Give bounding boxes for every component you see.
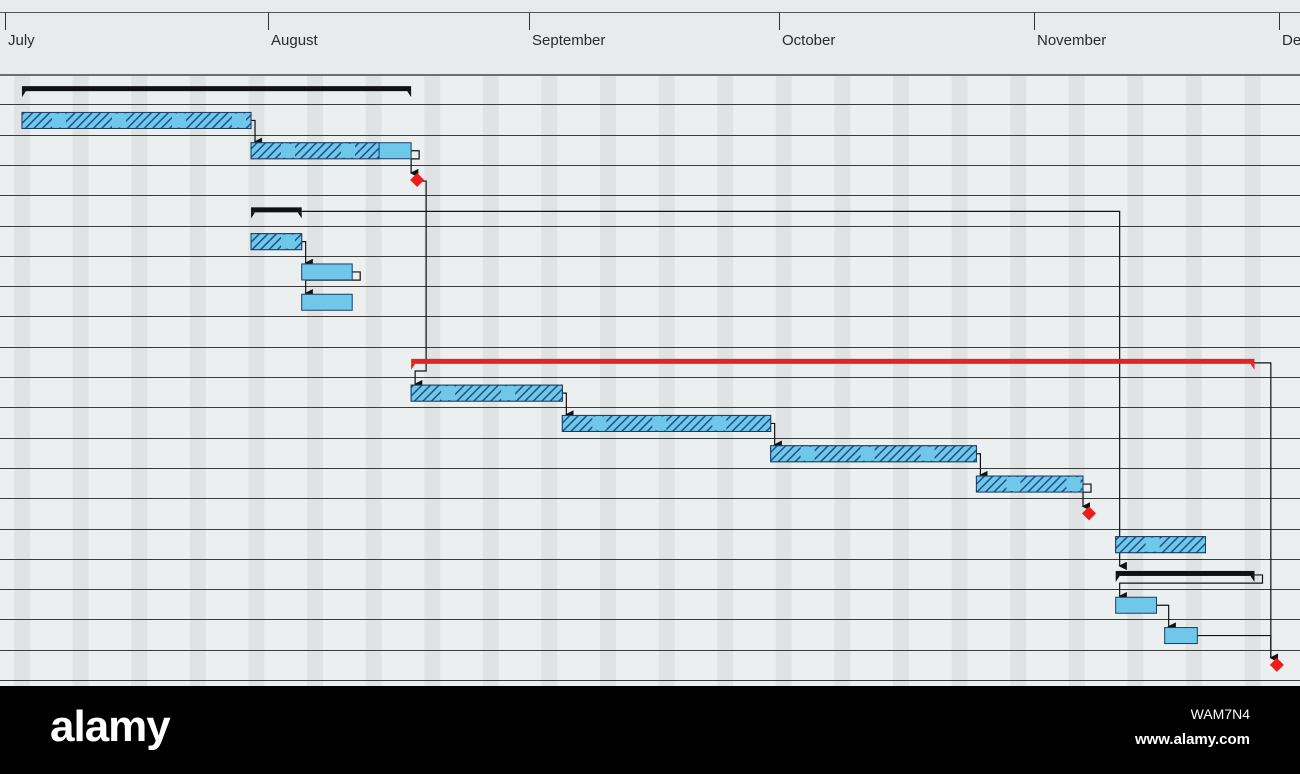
task-progress-fill [21, 111, 252, 129]
task-progress-fill [975, 475, 1084, 493]
summary-bar [21, 86, 412, 92]
critical-path-summary-bar-left-cap [411, 363, 416, 370]
watermark-footer [0, 686, 1300, 774]
task-progress-gap [712, 416, 727, 431]
summary-bar [1115, 570, 1255, 576]
summary-bar-left-cap [21, 91, 26, 98]
milestone-diamond [410, 173, 425, 188]
task-bar [301, 263, 353, 281]
summary-bar-right-cap [297, 212, 302, 219]
dependency-link [413, 180, 427, 389]
task-bar [1115, 596, 1157, 614]
dependency-link [251, 119, 263, 146]
dependency-link [1118, 574, 1264, 601]
month-tick [779, 12, 780, 30]
summary-bar-right-cap [1250, 575, 1255, 582]
summary-bar-right-cap [407, 91, 412, 98]
task-progress-gap [171, 113, 186, 128]
month-tick [1034, 12, 1035, 30]
task-progress-gap [1006, 477, 1021, 492]
task-progress-gap [1145, 537, 1160, 552]
task-progress-gap [441, 386, 456, 401]
task-progress-gap [860, 446, 875, 461]
dependency-link [976, 453, 988, 480]
task-progress-gap [920, 446, 935, 461]
dependency-link [409, 150, 420, 178]
summary-bar-left-cap [251, 212, 256, 219]
timescale-top-rule [0, 12, 1300, 13]
task-progress-gap [281, 143, 296, 158]
task-progress-gap [111, 113, 126, 128]
month-tick [5, 12, 6, 30]
task-progress-gap [501, 386, 516, 401]
task-progress-fill [1115, 536, 1206, 554]
task-progress-gap [800, 446, 815, 461]
task-progress-gap [652, 416, 667, 431]
task-bar [1164, 627, 1198, 645]
image-id-label: WAM7N4 [1190, 706, 1250, 722]
gantt-chart-panel[interactable]: July August September October November De [0, 0, 1300, 686]
month-label: October [782, 32, 836, 49]
dependency-link [1156, 604, 1176, 631]
task-progress-fill [410, 384, 563, 402]
task-bar [301, 293, 353, 311]
month-tick [1279, 12, 1280, 30]
dependency-link [562, 392, 574, 419]
brand-url-label: www.alamy.com [1134, 731, 1250, 748]
task-progress-gap [1066, 477, 1081, 492]
dependency-link [1254, 362, 1279, 663]
task-progress-gap [281, 234, 296, 249]
timescale-header: July August September October November De [0, 0, 1300, 76]
dependency-link [770, 422, 782, 449]
month-label: July [8, 32, 35, 49]
month-label: September [532, 32, 606, 49]
critical-path-summary-bar [411, 358, 1255, 364]
milestone-diamond [1082, 506, 1096, 521]
task-progress-gap [51, 113, 66, 128]
critical-path-summary-bar-right-cap [1250, 363, 1255, 370]
month-tick [268, 12, 269, 30]
month-label: November [1037, 32, 1107, 49]
dependency-link [304, 271, 361, 298]
milestone-diamond [1269, 657, 1284, 672]
gantt-chart-canvas[interactable] [0, 0, 1300, 686]
task-progress-gap [592, 416, 607, 431]
dependency-link [301, 241, 313, 268]
dependency-link [301, 210, 1127, 571]
month-label: August [271, 32, 318, 49]
month-tick [529, 12, 530, 30]
brand-logo: alamy [50, 702, 171, 751]
summary-bar [251, 207, 302, 213]
dependency-link [1081, 483, 1092, 511]
month-label: De [1282, 32, 1300, 49]
summary-bar-left-cap [1115, 575, 1120, 582]
task-progress-gap [231, 113, 246, 128]
task-progress-gap [341, 143, 356, 158]
task-progress-fill [250, 142, 380, 160]
